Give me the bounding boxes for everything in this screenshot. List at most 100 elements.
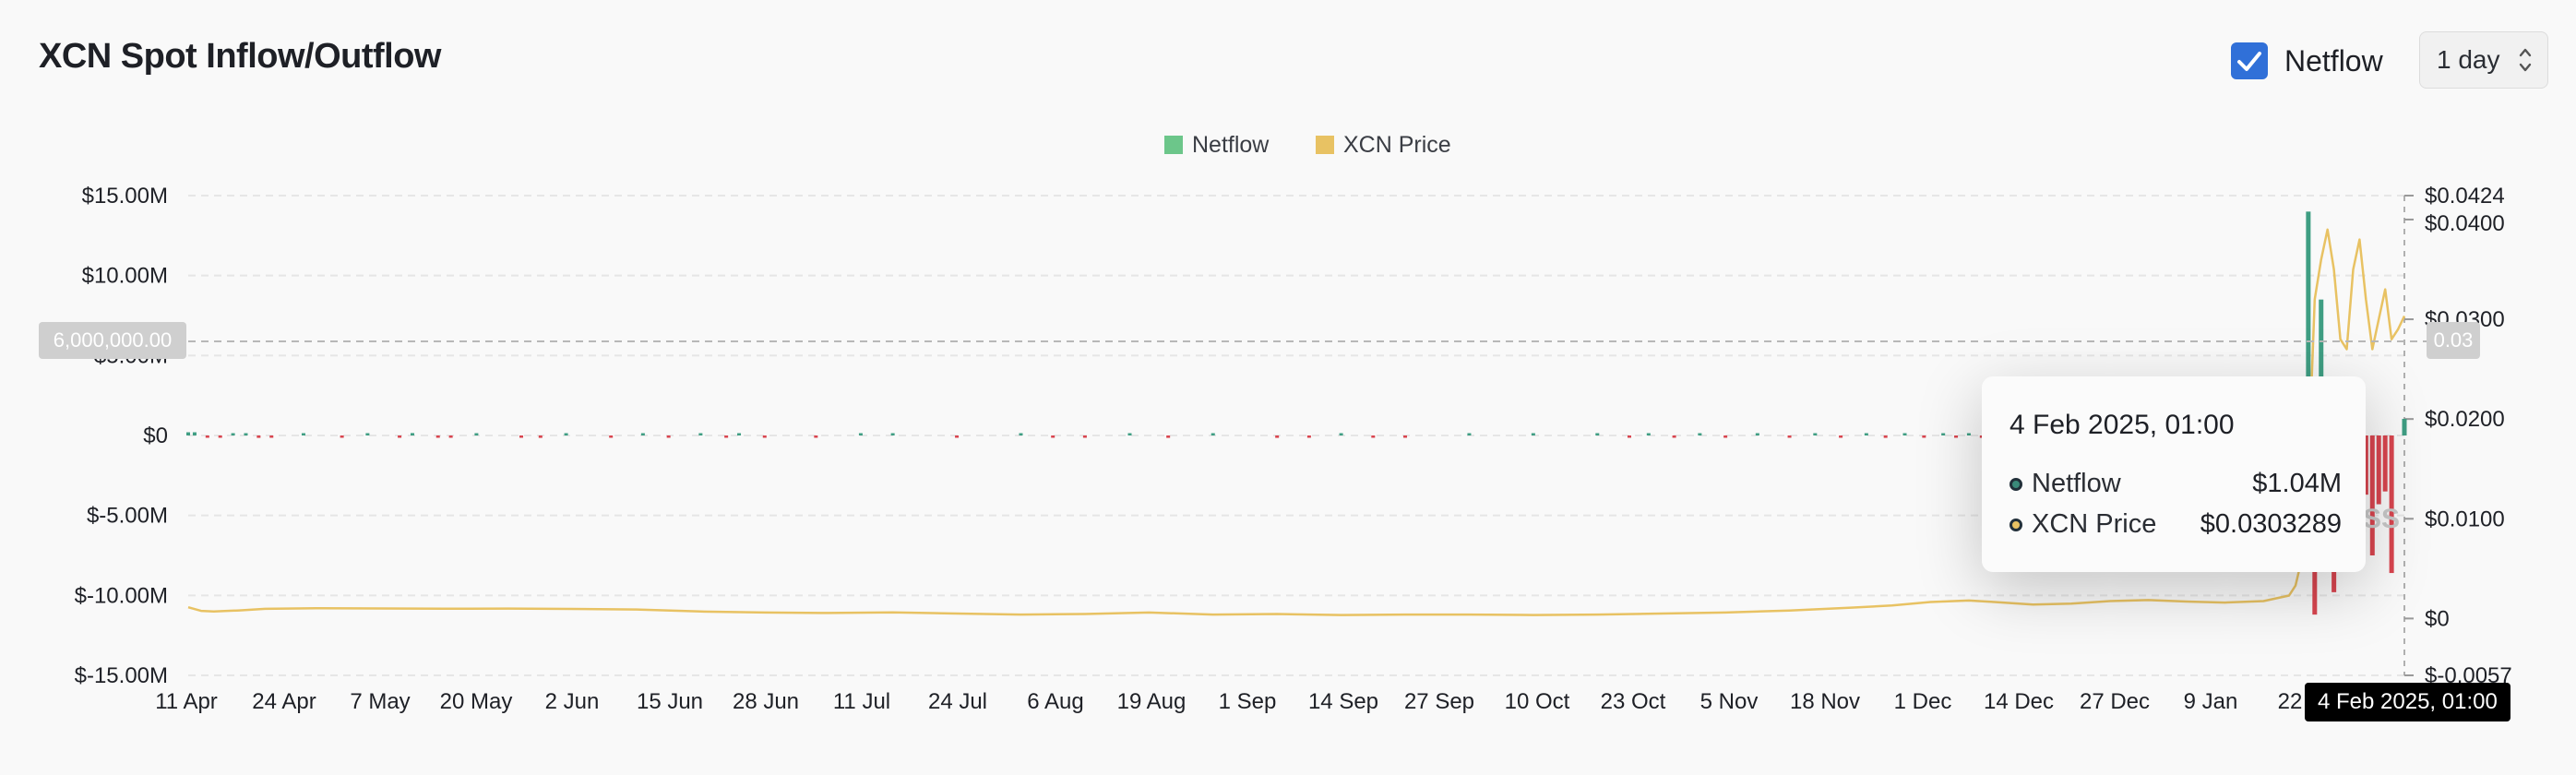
- legend-label: Netflow: [1192, 132, 1270, 158]
- netflow-dot-icon: [2010, 478, 2022, 491]
- crosshair: SS: [188, 340, 2427, 534]
- netflow-bar: [1531, 433, 1535, 435]
- x-tick-label: 27 Dec: [2080, 689, 2150, 714]
- netflow-bar: [1627, 435, 1631, 438]
- netflow-bar: [1883, 435, 1888, 438]
- netflow-bar: [1902, 433, 1907, 435]
- x-tick-label: 28 Jun: [733, 689, 799, 714]
- x-tick-label: 19 Aug: [1117, 689, 1187, 714]
- netflow-bar: [2306, 211, 2311, 435]
- x-tick-label: 24 Jul: [928, 689, 987, 714]
- netflow-bar: [205, 435, 209, 438]
- x-tick-label: 15 Jun: [637, 689, 703, 714]
- x-tick-label: 14 Sep: [1308, 689, 1378, 714]
- netflow-bar: [1646, 433, 1651, 435]
- netflow-bar: [1864, 433, 1868, 435]
- legend-swatch: [1316, 136, 1334, 154]
- netflow-bar: [1755, 433, 1759, 435]
- netflow-bar: [340, 435, 344, 438]
- y-tick-label: $0.0100: [2425, 507, 2505, 531]
- netflow-bar: [1954, 435, 1959, 438]
- netflow-bar: [2402, 418, 2407, 435]
- netflow-bar: [1672, 435, 1676, 438]
- netflow-bar: [398, 435, 402, 438]
- y-tick-label: $0.0200: [2425, 407, 2505, 432]
- netflow-bar: [410, 433, 414, 435]
- netflow-bar: [1698, 433, 1702, 435]
- netflow-bar: [640, 433, 645, 435]
- y-tick-label: $10.00M: [82, 264, 168, 289]
- netflow-bar: [1339, 433, 1343, 435]
- netflow-bar: [1082, 435, 1087, 438]
- x-tick-label: 10 Oct: [1505, 689, 1570, 714]
- netflow-bar: [244, 433, 248, 435]
- tooltip-label: XCN Price: [2032, 509, 2157, 539]
- legend-label: XCN Price: [1343, 132, 1451, 158]
- netflow-checkbox[interactable]: [2231, 42, 2268, 79]
- tooltip-row-price: XCN Price $0.0303289: [2010, 509, 2342, 542]
- y-tick-label: $0: [143, 423, 168, 448]
- y-tick-label: $0.0400: [2425, 211, 2505, 236]
- xcn-price-line: [187, 228, 2406, 616]
- netflow-bar: [1966, 433, 1971, 435]
- interval-value: 1 day: [2437, 45, 2500, 74]
- netflow-bar: [435, 435, 440, 438]
- tooltip-label: Netflow: [2032, 469, 2121, 498]
- netflow-bar: [1019, 433, 1023, 435]
- crosshair-left-label: 6,000,000.00: [39, 322, 186, 359]
- netflow-bar: [1941, 433, 1946, 435]
- x-tick-label: 24 Apr: [252, 689, 316, 714]
- netflow-bar: [1467, 433, 1472, 435]
- checkmark-icon: [2237, 52, 2261, 71]
- netflow-bar: [2363, 435, 2368, 495]
- netflow-bar: [1979, 435, 1984, 438]
- netflow-bar: [2389, 435, 2394, 574]
- x-tick-label: 7 May: [350, 689, 410, 714]
- netflow-bar: [1306, 435, 1311, 438]
- netflow-bar: [1723, 435, 1728, 438]
- netflow-bar: [1595, 433, 1600, 435]
- x-tick-label: 20 May: [440, 689, 513, 714]
- y-tick-label: $0.0424: [2425, 184, 2505, 209]
- x-tick-label: 5 Nov: [1700, 689, 1759, 714]
- netflow-bar: [519, 435, 523, 438]
- netflow-bar: [890, 433, 895, 435]
- netflow-bar: [1051, 435, 1055, 438]
- left-y-axis: $15.00M$10.00M$5.00M$0$-5.00M$-10.00M$-1…: [75, 184, 168, 688]
- legend-swatch: [1164, 136, 1183, 154]
- netflow-bar: [666, 435, 671, 438]
- netflow-bar: [448, 435, 453, 438]
- netflow-bar: [186, 432, 190, 435]
- interval-select[interactable]: 1 day: [2419, 31, 2548, 89]
- netflow-bar: [698, 433, 703, 435]
- chart-legend[interactable]: Netflow XCN Price: [1164, 132, 1451, 158]
- x-tick-label: 1 Dec: [1894, 689, 1952, 714]
- page-title: XCN Spot Inflow/Outflow: [39, 37, 441, 76]
- netflow-bar: [231, 433, 235, 435]
- x-tick-label: 9 Jan: [2184, 689, 2238, 714]
- crosshair-date-label: 4 Feb 2025, 01:00: [2305, 683, 2510, 721]
- y-tick-label: $0: [2425, 606, 2450, 631]
- netflow-bar: [955, 435, 960, 438]
- chevron-updown-icon: [2519, 48, 2532, 72]
- netflow-bar: [1922, 435, 1926, 438]
- x-tick-label: 11 Apr: [155, 689, 218, 714]
- netflow-bar: [1403, 435, 1408, 438]
- netflow-bar: [218, 435, 222, 438]
- watermark-text: SS: [2363, 504, 2400, 534]
- tooltip-date: 4 Feb 2025, 01:00: [2010, 410, 2235, 440]
- y-tick-label: $-5.00M: [87, 504, 168, 529]
- price-dot-icon: [2010, 519, 2022, 531]
- x-tick-label: 11 Jul: [833, 689, 890, 714]
- x-tick-label: 1 Sep: [1219, 689, 1277, 714]
- crosshair-right-label: 0.03: [2427, 322, 2480, 359]
- y-tick-label: $-15.00M: [75, 663, 168, 688]
- netflow-bar: [737, 433, 742, 435]
- netflow-bar: [2369, 435, 2375, 555]
- netflow-bar: [192, 432, 197, 435]
- netflow-bar: [1127, 433, 1132, 435]
- price-line-path: [187, 228, 2406, 616]
- x-tick-label: 14 Dec: [1984, 689, 2054, 714]
- netflow-toggle-label[interactable]: Netflow: [2284, 44, 2383, 78]
- netflow-bar: [2382, 435, 2388, 492]
